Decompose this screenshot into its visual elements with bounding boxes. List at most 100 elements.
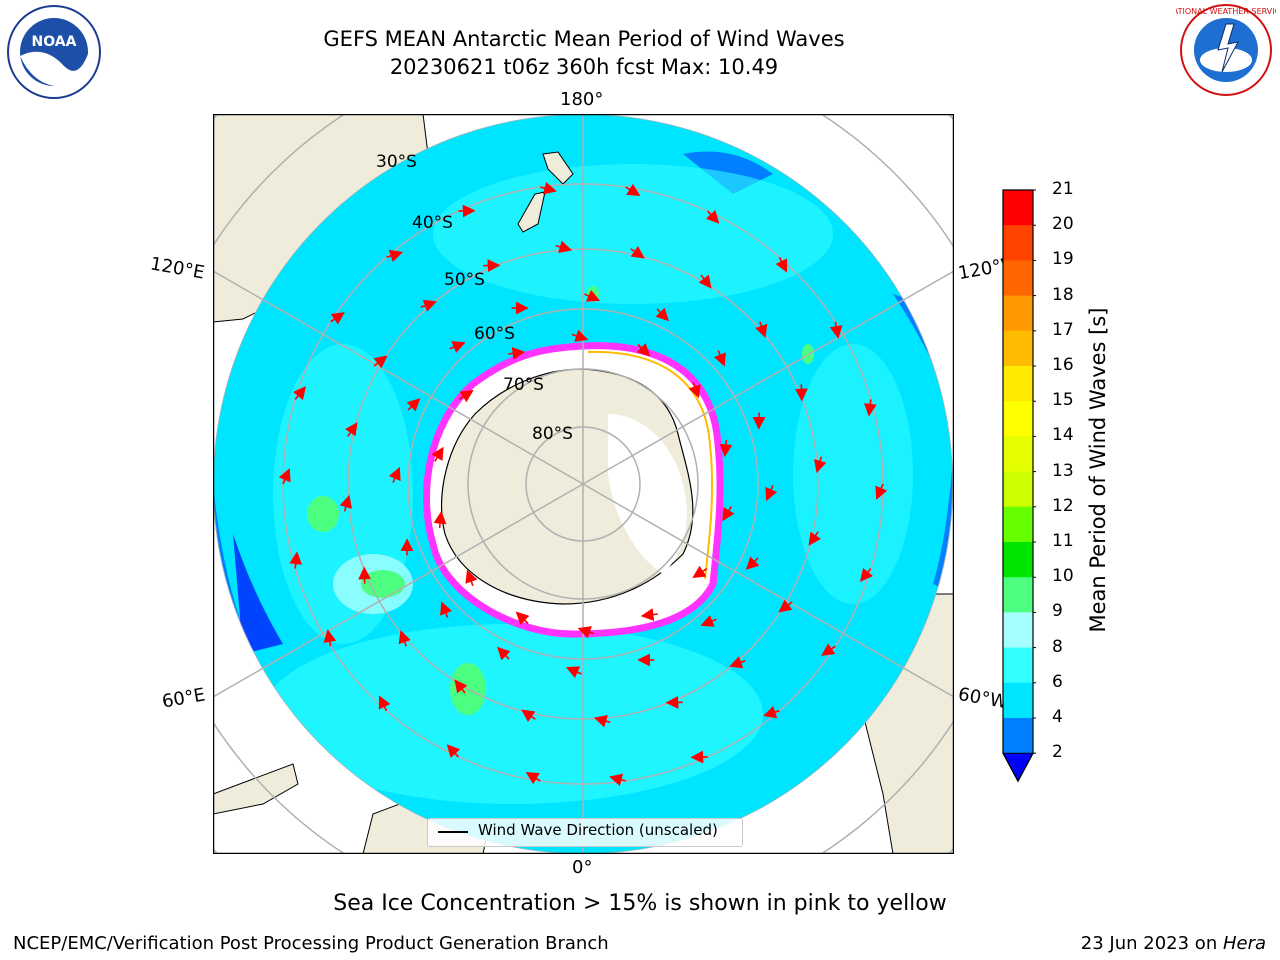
- colorbar-tick-label: 12: [1052, 495, 1074, 516]
- wave-arrow: [778, 599, 793, 613]
- wave-arrow: [323, 629, 337, 647]
- colorbar-bin: [1003, 612, 1033, 649]
- wave-arrow: [386, 249, 403, 263]
- wave-arrow: [705, 210, 720, 224]
- wave-arrow: [339, 494, 352, 512]
- wave-arrow: [829, 321, 843, 339]
- colorbar-bin: [1003, 260, 1033, 297]
- colorbar-bin: [1003, 225, 1033, 261]
- wave-arrow: [584, 289, 601, 302]
- lat-label-70s: 70°S: [503, 375, 544, 395]
- sea-ice-note: Sea Ice Concentration > 15% is shown in …: [333, 891, 947, 916]
- noaa-logo-text: NOAA: [32, 34, 77, 50]
- wave-arrow: [821, 643, 836, 656]
- colorbar-bin: [1003, 542, 1033, 578]
- wave-arrow: [344, 422, 358, 437]
- wave-arrow: [515, 611, 530, 625]
- noaa-logo: NOAA: [7, 5, 101, 99]
- colorbar-tick-label: 4: [1052, 707, 1063, 727]
- colorbar-bin: [1003, 718, 1033, 754]
- wave-arrow: [571, 329, 589, 342]
- wave-arrow: [388, 466, 401, 483]
- legend-label: Wind Wave Direction (unscaled): [478, 821, 718, 839]
- colorbar-bin: [1003, 506, 1033, 543]
- wave-arrow: [373, 355, 388, 369]
- wave-arrow: [508, 347, 526, 360]
- colorbar-tick-label: 14: [1052, 425, 1074, 446]
- wave-arrow: [625, 183, 641, 196]
- wave-arrow: [278, 468, 291, 485]
- wave-arrow: [521, 709, 536, 723]
- wave-arrow: [555, 240, 573, 253]
- colorbar-tick-label: 19: [1052, 249, 1074, 270]
- lat-label-30s: 30°S: [376, 152, 417, 172]
- wave-arrow: [540, 181, 557, 195]
- wave-arrow: [640, 608, 658, 621]
- wave-arrow: [458, 389, 474, 403]
- wave-arrow: [655, 307, 669, 322]
- colorbar-tick-label: 18: [1052, 284, 1074, 305]
- wave-arrow: [763, 705, 780, 719]
- map-legend: [427, 818, 743, 847]
- madagascar-land: [213, 763, 299, 815]
- colorbar-bin: [1003, 401, 1033, 437]
- lat-label-40s: 40°S: [412, 213, 453, 233]
- wave-arrow: [565, 666, 582, 679]
- colorbar-tick-label: 9: [1052, 601, 1063, 622]
- wave-arrow: [698, 274, 712, 289]
- wave-arrow: [525, 772, 541, 785]
- lon-label-120e: 120°E: [148, 253, 207, 284]
- nws-logo: NATIONAL WEATHER SERVICE: [1176, 4, 1276, 96]
- wave-arrow: [859, 567, 874, 582]
- wave-arrow: [577, 626, 595, 639]
- wave-arrow: [775, 256, 788, 273]
- lat-label-50s: 50°S: [444, 270, 485, 290]
- wave-arrow: [449, 341, 466, 354]
- wave-arrow: [692, 565, 708, 579]
- wave-arrow: [440, 601, 453, 618]
- footer-date: 23 Jun 2023 on Hera: [1081, 933, 1266, 954]
- footer-credit: NCEP/EMC/Verification Post Processing Pr…: [13, 933, 609, 954]
- legend-line-sample: [438, 831, 468, 833]
- colorbar-tick-label: 21: [1052, 179, 1074, 199]
- lon-label-60e: 60°E: [160, 684, 207, 713]
- wave-arrow: [420, 299, 437, 312]
- nws-logo-text: NATIONAL WEATHER SERVICE: [1176, 7, 1276, 16]
- wave-arrow: [431, 446, 444, 462]
- wave-arrow: [433, 510, 447, 529]
- colorbar-tick-label: 10: [1052, 566, 1074, 587]
- wave-arrow: [446, 744, 461, 758]
- colorbar-bin: [1003, 330, 1033, 367]
- wave-arrow: [688, 381, 701, 399]
- wave-arrow: [722, 506, 735, 522]
- colorbar-tick-label: 11: [1052, 531, 1074, 551]
- wave-arrow: [745, 556, 760, 570]
- wave-arrow: [289, 551, 303, 569]
- footer-date-text: 23 Jun 2023 on: [1080, 933, 1223, 954]
- lon-label-0: 0°: [572, 857, 593, 878]
- title-line-2: 20230621 t06z 360h fcst Max: 10.49: [389, 55, 779, 79]
- colorbar-tick-label: 15: [1052, 390, 1074, 411]
- wave-arrow: [863, 399, 877, 417]
- wave-arrow: [808, 531, 822, 546]
- wave-arrow: [593, 715, 611, 728]
- colorbar: [1002, 189, 1036, 783]
- wave-arrow: [497, 646, 511, 661]
- wave-arrow: [609, 773, 626, 787]
- colorbar-outline: [1002, 189, 1034, 783]
- colorbar-tick-label: 17: [1052, 319, 1074, 340]
- lon-label-180: 180°: [560, 89, 604, 110]
- wave-arrow: [406, 398, 421, 412]
- wave-arrow: [875, 483, 888, 500]
- colorbar-underflow: [1002, 752, 1034, 783]
- wave-arrow: [755, 321, 768, 338]
- wave-arrow: [630, 245, 645, 259]
- wave-arrow: [814, 456, 827, 474]
- colorbar-bin: [1003, 647, 1033, 684]
- polar-map: [213, 114, 954, 854]
- colorbar-tick-label: 6: [1052, 671, 1063, 692]
- wave-arrow: [454, 679, 468, 694]
- lat-label-80s: 80°S: [532, 424, 573, 444]
- colorbar-tick-label: 13: [1052, 460, 1074, 481]
- wind-wave-arrows: [278, 181, 888, 787]
